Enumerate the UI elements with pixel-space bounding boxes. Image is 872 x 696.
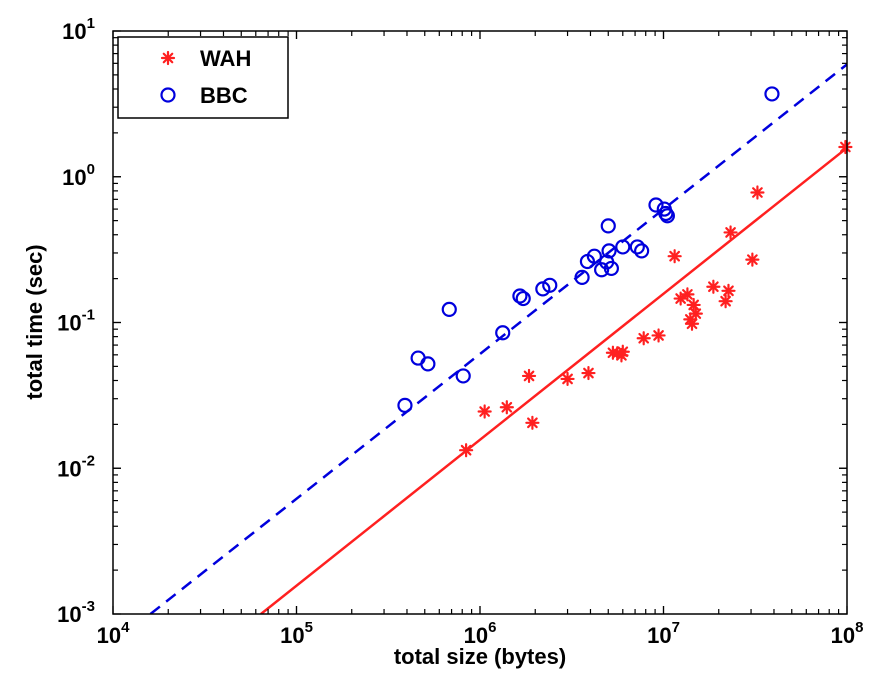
data-point [686,297,701,313]
x-tick-label: 105 [280,619,313,648]
data-point [477,404,492,419]
data-point [718,294,733,309]
legend-symbol [160,50,176,66]
data-point [542,277,558,293]
data-point [441,301,457,317]
legend-box [117,36,289,119]
y-tick-label: 10-1 [57,307,95,336]
data-point [629,239,645,255]
data-point [680,287,695,302]
axis-ticks [112,30,848,615]
data-point [560,371,575,387]
data-point [521,368,537,384]
y-tick-label: 10-2 [57,452,95,481]
tick-labels: 104 105 106 107 108 10-3 10-2 10-1 100 101 [57,15,863,648]
fit-line-wah [260,146,847,614]
data-point [745,252,760,267]
data-point [615,239,631,255]
x-tick-label: 107 [647,619,680,648]
data-point [601,243,617,259]
data-markers [397,86,853,458]
x-axis-title: total size (bytes) [394,644,566,669]
series-bbc [397,86,780,413]
data-point [594,262,610,278]
data-point [603,260,619,277]
data-point [764,86,780,102]
data-point [455,368,471,384]
data-point [651,328,666,343]
data-point [636,331,651,346]
data-point [600,218,616,234]
legend-marker-bbc [160,87,176,103]
data-point [512,288,528,304]
legend-symbol [160,87,176,103]
x-tick-label: 108 [831,619,864,648]
data-point [499,400,514,415]
data-point [634,243,650,259]
data-point [667,249,682,264]
data-point [750,185,765,200]
legend-label-wah: WAH [200,46,251,71]
x-tick-label: 106 [464,619,497,648]
data-point [615,344,630,359]
legend-label-bbc: BBC [200,83,248,108]
data-point [574,269,590,285]
legend-marker-wah [160,50,176,66]
series-wah [459,139,853,458]
data-point [397,397,413,413]
data-point [459,443,474,458]
plot-area [113,31,847,614]
data-point [495,325,511,341]
data-point [706,279,721,294]
data-point [420,356,436,372]
data-point [838,139,853,155]
data-point [688,306,703,321]
x-tick-label: 104 [97,619,130,648]
data-point [721,283,736,298]
data-point [723,225,738,240]
data-point [525,415,540,430]
data-point [586,248,602,264]
data-point [515,290,531,307]
data-point [684,316,700,331]
y-axis-title: total time (sec) [22,244,47,399]
data-point [648,197,664,213]
legend: WAH BBC [117,36,289,119]
data-point [659,208,675,224]
y-tick-label: 10-3 [57,598,95,627]
y-tick-label: 101 [62,15,95,44]
data-point [581,365,596,381]
y-tick-label: 100 [62,161,95,190]
